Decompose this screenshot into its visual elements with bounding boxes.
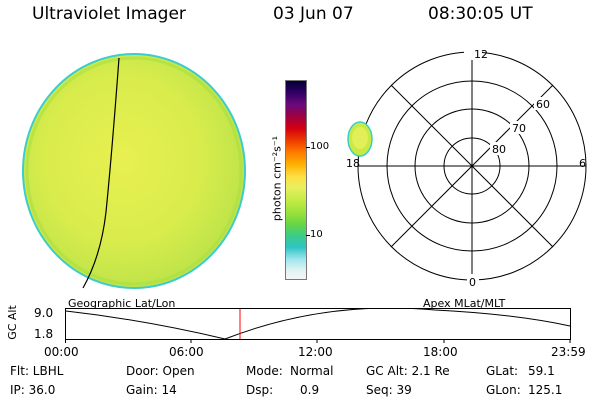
info-seq: Seq: 39	[366, 383, 412, 397]
info-dsp-label: Dsp:	[246, 383, 274, 397]
apex-label: Apex MLat/MLT	[423, 297, 506, 310]
timeline-tick-2359: 23:59	[551, 345, 586, 359]
timeline-ymin: 1.8	[34, 327, 54, 341]
polar-diagonal-2	[390, 84, 554, 248]
info-glon-label: GLon:	[486, 383, 521, 397]
info-filter: Flt: LBHL	[10, 364, 64, 378]
info-glon-value: 125.1	[528, 383, 563, 397]
info-mode-value: Normal	[290, 364, 334, 378]
geographic-label: Geographic Lat/Lon	[68, 297, 176, 310]
info-gain: Gain: 14	[126, 383, 177, 397]
mlat-label-60: 60	[536, 98, 550, 111]
info-door: Door: Open	[126, 364, 195, 378]
terminator-line	[82, 57, 120, 289]
mlt-label-6: 6	[579, 157, 586, 170]
timeline-tick-1200: 12:00	[298, 345, 333, 359]
timeline-ylabel: GC Alt	[5, 305, 19, 340]
uv-earth-disk	[22, 53, 246, 289]
colorbar	[285, 80, 307, 280]
instrument-title: Ultraviolet Imager	[32, 4, 186, 24]
uv-limb-glow	[25, 56, 243, 286]
mlt-label-12: 12	[474, 48, 488, 61]
colorbar-tick-100: 100	[310, 141, 330, 152]
aurora-patch-core	[352, 127, 368, 149]
observation-time: 08:30:05 UT	[428, 4, 533, 24]
colorbar-tick-mark-10	[306, 235, 310, 236]
info-mode-label: Mode:	[246, 364, 283, 378]
info-glat-value: 59.1	[528, 364, 555, 378]
colorbar-unit-label: photon cm⁻²s⁻¹	[270, 135, 284, 222]
timeline-ymax: 9.0	[34, 306, 54, 320]
info-glat-label: GLat:	[486, 364, 519, 378]
uv-image-panel	[22, 53, 246, 289]
timeline-tick-0600: 06:00	[169, 345, 204, 359]
timeline-plot	[65, 308, 571, 343]
mlat-label-70: 70	[512, 122, 526, 135]
colorbar-tick-mark-100	[306, 147, 310, 148]
info-gc-alt: GC Alt: 2.1 Re	[366, 364, 450, 378]
mlt-label-18: 18	[346, 157, 360, 170]
timeline-tick-0000: 00:00	[44, 345, 79, 359]
mlat-label-80: 80	[492, 143, 506, 156]
polar-plot: 12 0 18 6 60 70 80	[346, 46, 587, 289]
timeline-frame	[65, 308, 571, 340]
observation-date: 03 Jun 07	[273, 4, 354, 24]
info-ip: IP: 36.0	[10, 383, 56, 397]
mlt-label-0: 0	[469, 276, 476, 289]
info-dsp-value: 0.9	[300, 383, 320, 397]
timeline-tick-1800: 18:00	[423, 345, 458, 359]
colorbar-tick-10: 10	[310, 229, 323, 240]
altitude-curve	[65, 308, 571, 340]
